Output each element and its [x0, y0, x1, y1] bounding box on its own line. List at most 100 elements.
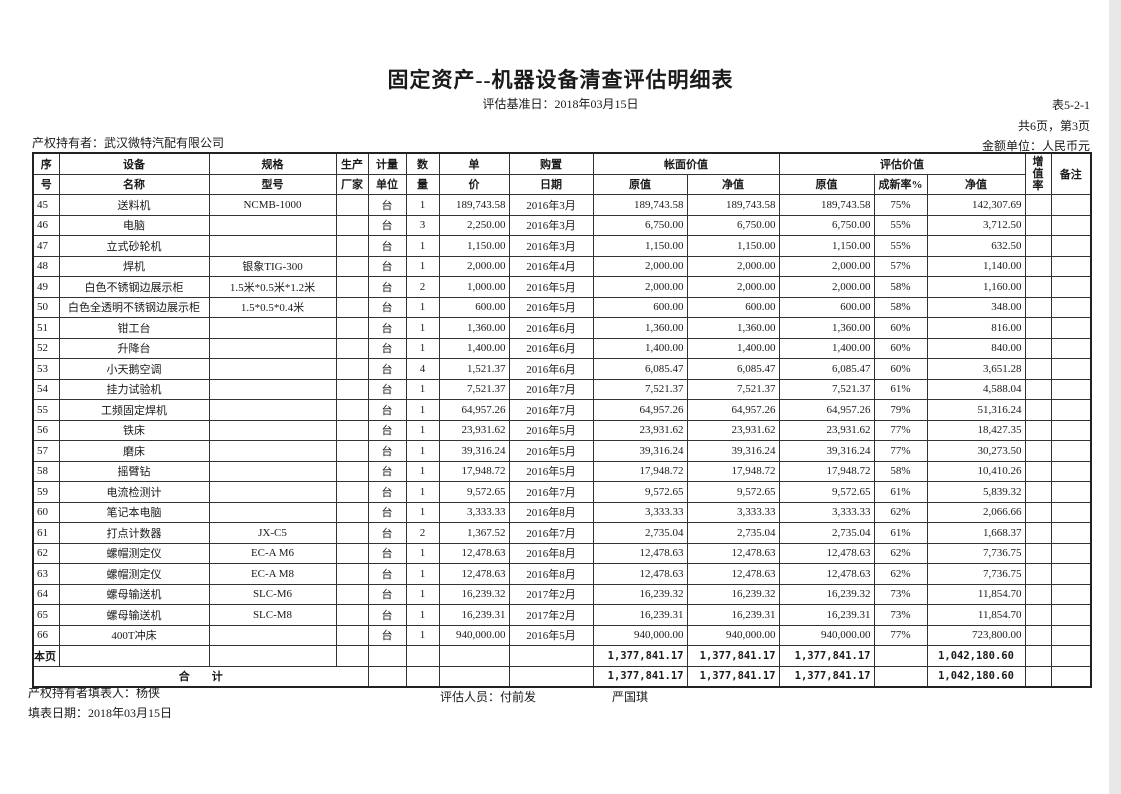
cell-book-net: 12,478.63	[686, 563, 780, 585]
cell-unit: 台	[367, 501, 407, 523]
cell-qty: 1	[405, 583, 440, 605]
cell-book-net: 12,478.63	[686, 542, 780, 564]
cell-eval-orig: 17,948.72	[778, 460, 875, 482]
cell-eval-net: 4,588.04	[926, 378, 1026, 400]
cell-increase-rate	[1024, 317, 1052, 339]
cell-book-net: 1,400.00	[686, 337, 780, 359]
cell-eval-orig: 16,239.31	[778, 604, 875, 626]
cell-eval-orig: 1,150.00	[778, 235, 875, 257]
cell-book-net: 1,150.00	[686, 235, 780, 257]
cell-seq: 47	[32, 235, 60, 257]
cell-eval-rate: 75%	[873, 194, 928, 216]
cell-seq: 59	[32, 481, 60, 503]
asset-table: 序 设备 规格 生产 计量 数 单 购置 帐面价值 评估价值 增值率 备注 号 …	[32, 152, 1092, 688]
cell-eval-orig: 189,743.58	[778, 194, 875, 216]
cell-maker	[335, 358, 369, 380]
cell-eval-orig: 1,360.00	[778, 317, 875, 339]
cell-book-orig: 189,743.58	[592, 194, 688, 216]
page-total-book-orig: 1,377,841.17	[592, 645, 688, 667]
cell-book-net: 7,521.37	[686, 378, 780, 400]
cell-price: 12,478.63	[438, 542, 510, 564]
table-row: 60 笔记本电脑台 1 3,333.33 2016年8月 3,333.33 3,333.33…	[32, 501, 1092, 523]
col-eval-rate: 成新率%	[873, 173, 928, 195]
cell-book-orig: 23,931.62	[592, 419, 688, 441]
cell-book-orig: 12,478.63	[592, 563, 688, 585]
cell-model	[208, 235, 337, 257]
cell-qty: 1	[405, 542, 440, 564]
cell-eval-orig: 7,521.37	[778, 378, 875, 400]
col-maker: 生产	[335, 152, 369, 175]
cell-eval-net: 632.50	[926, 235, 1026, 257]
cell-model	[208, 481, 337, 503]
cell-name: 电流检测计	[58, 481, 210, 503]
cell-qty: 1	[405, 501, 440, 523]
cell-unit: 台	[367, 604, 407, 626]
cell-remark	[1050, 624, 1092, 646]
cell-price: 16,239.31	[438, 604, 510, 626]
cell-book-net: 3,333.33	[686, 501, 780, 523]
cell-book-net: 600.00	[686, 296, 780, 318]
evaluator: 评估人员：付前发	[440, 690, 537, 704]
cell-eval-orig: 2,000.00	[778, 276, 875, 298]
cell-date: 2016年5月	[508, 624, 594, 646]
col-increase-rate: 增值率	[1024, 152, 1052, 195]
cell-maker	[335, 583, 369, 605]
cell-price: 3,333.33	[438, 501, 510, 523]
table-row: 52 升降台台 1 1,400.00 2016年6月 1,400.00 1,400.00 1,…	[32, 337, 1092, 359]
cell-book-orig: 1,150.00	[592, 235, 688, 257]
fill-date: 填表日期：2018年03月15日	[28, 706, 173, 720]
cell-maker	[335, 296, 369, 318]
cell-price: 7,521.37	[438, 378, 510, 400]
cell-eval-rate: 73%	[873, 604, 928, 626]
cell-unit: 台	[367, 378, 407, 400]
table-row: 50 白色全透明不锈钢边展示柜 1.5*0.5*0.4米台 1 600.00 2016年5…	[32, 296, 1092, 318]
cell-seq: 58	[32, 460, 60, 482]
cell-unit: 台	[367, 399, 407, 421]
cell-name: 螺帽测定仪	[58, 563, 210, 585]
table-body: 45 送料机 NCMB-1000 台 1 189,743.58 2016年3月 189,743…	[32, 194, 1092, 646]
cell-date: 2016年5月	[508, 440, 594, 462]
cell-remark	[1050, 460, 1092, 482]
cell-date: 2016年7月	[508, 522, 594, 544]
cell-eval-net: 5,839.32	[926, 481, 1026, 503]
grand-total-book-net: 1,377,841.17	[686, 665, 780, 688]
table-row: 47 立式砂轮机台 1 1,150.00 2016年3月 1,150.00 1,150.00…	[32, 235, 1092, 257]
cell-eval-net: 1,140.00	[926, 255, 1026, 277]
col-eval-orig: 原值	[778, 173, 875, 195]
cell-maker	[335, 501, 369, 523]
grand-total-eval-orig: 1,377,841.17	[778, 665, 875, 688]
cell-date: 2016年5月	[508, 276, 594, 298]
cell-name: 螺母输送机	[58, 583, 210, 605]
table-row: 49 白色不锈钢边展示柜 1.5米*0.5米*1.2米 台 2 1,000.00 2016年…	[32, 276, 1092, 298]
cell-eval-orig: 9,572.65	[778, 481, 875, 503]
cell-remark	[1050, 214, 1092, 236]
cell-price: 1,000.00	[438, 276, 510, 298]
cell-increase-rate	[1024, 501, 1052, 523]
cell-price: 64,957.26	[438, 399, 510, 421]
table-row: 61 打点计数器 JX-C5 台 2 1,367.52 2016年7月 2,735.04 2,7…	[32, 522, 1092, 544]
cell-price: 1,400.00	[438, 337, 510, 359]
cell-unit: 台	[367, 317, 407, 339]
cell-eval-rate: 61%	[873, 481, 928, 503]
cell-eval-net: 30,273.50	[926, 440, 1026, 462]
cell-increase-rate	[1024, 481, 1052, 503]
cell-eval-net: 51,316.24	[926, 399, 1026, 421]
grand-total-row: 合 计 1,377,841.17 1,377,841.17 1,377,841.…	[32, 665, 1092, 688]
cell-model	[208, 501, 337, 523]
filler: 产权持有者填表人：杨侠	[28, 686, 161, 700]
cell-book-orig: 6,750.00	[592, 214, 688, 236]
table-row: 57 磨床台 1 39,316.24 2016年5月 39,316.24 39,316.24…	[32, 440, 1092, 462]
scan-edge	[1109, 0, 1121, 794]
cell-seq: 66	[32, 624, 60, 646]
grand-total-label: 合 计	[32, 665, 369, 688]
cell-book-orig: 2,735.04	[592, 522, 688, 544]
cell-model: NCMB-1000	[208, 194, 337, 216]
cell-increase-rate	[1024, 358, 1052, 380]
cell-model: SLC-M8	[208, 604, 337, 626]
cell-increase-rate	[1024, 522, 1052, 544]
cell-eval-net: 7,736.75	[926, 563, 1026, 585]
cell-book-orig: 6,085.47	[592, 358, 688, 380]
col-model: 规格	[208, 152, 337, 175]
cell-eval-net: 348.00	[926, 296, 1026, 318]
cell-remark	[1050, 583, 1092, 605]
